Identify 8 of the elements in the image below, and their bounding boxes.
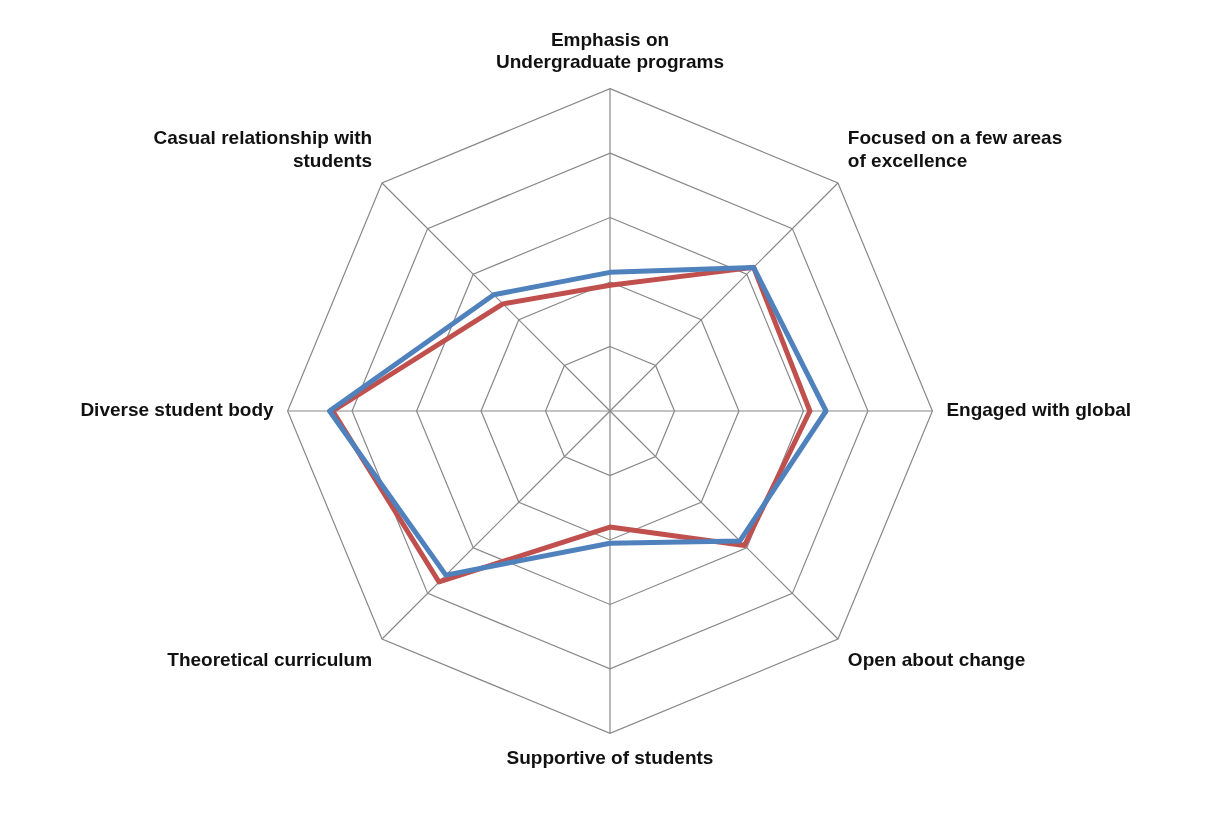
spoke-label: Casual relationship with students	[153, 127, 373, 171]
spoke-label: Emphasis on Undergraduate programs	[495, 28, 725, 73]
spoke-label: Supportive of students	[506, 747, 714, 769]
spoke-label: Diverse student body	[80, 399, 275, 421]
spoke-label: Engaged with global	[946, 399, 1132, 421]
spoke-label: Open about change	[847, 648, 1026, 670]
spoke-label: Focused on a few areas of excellence	[847, 127, 1063, 171]
spoke-label: Theoretical curriculum	[167, 648, 373, 670]
